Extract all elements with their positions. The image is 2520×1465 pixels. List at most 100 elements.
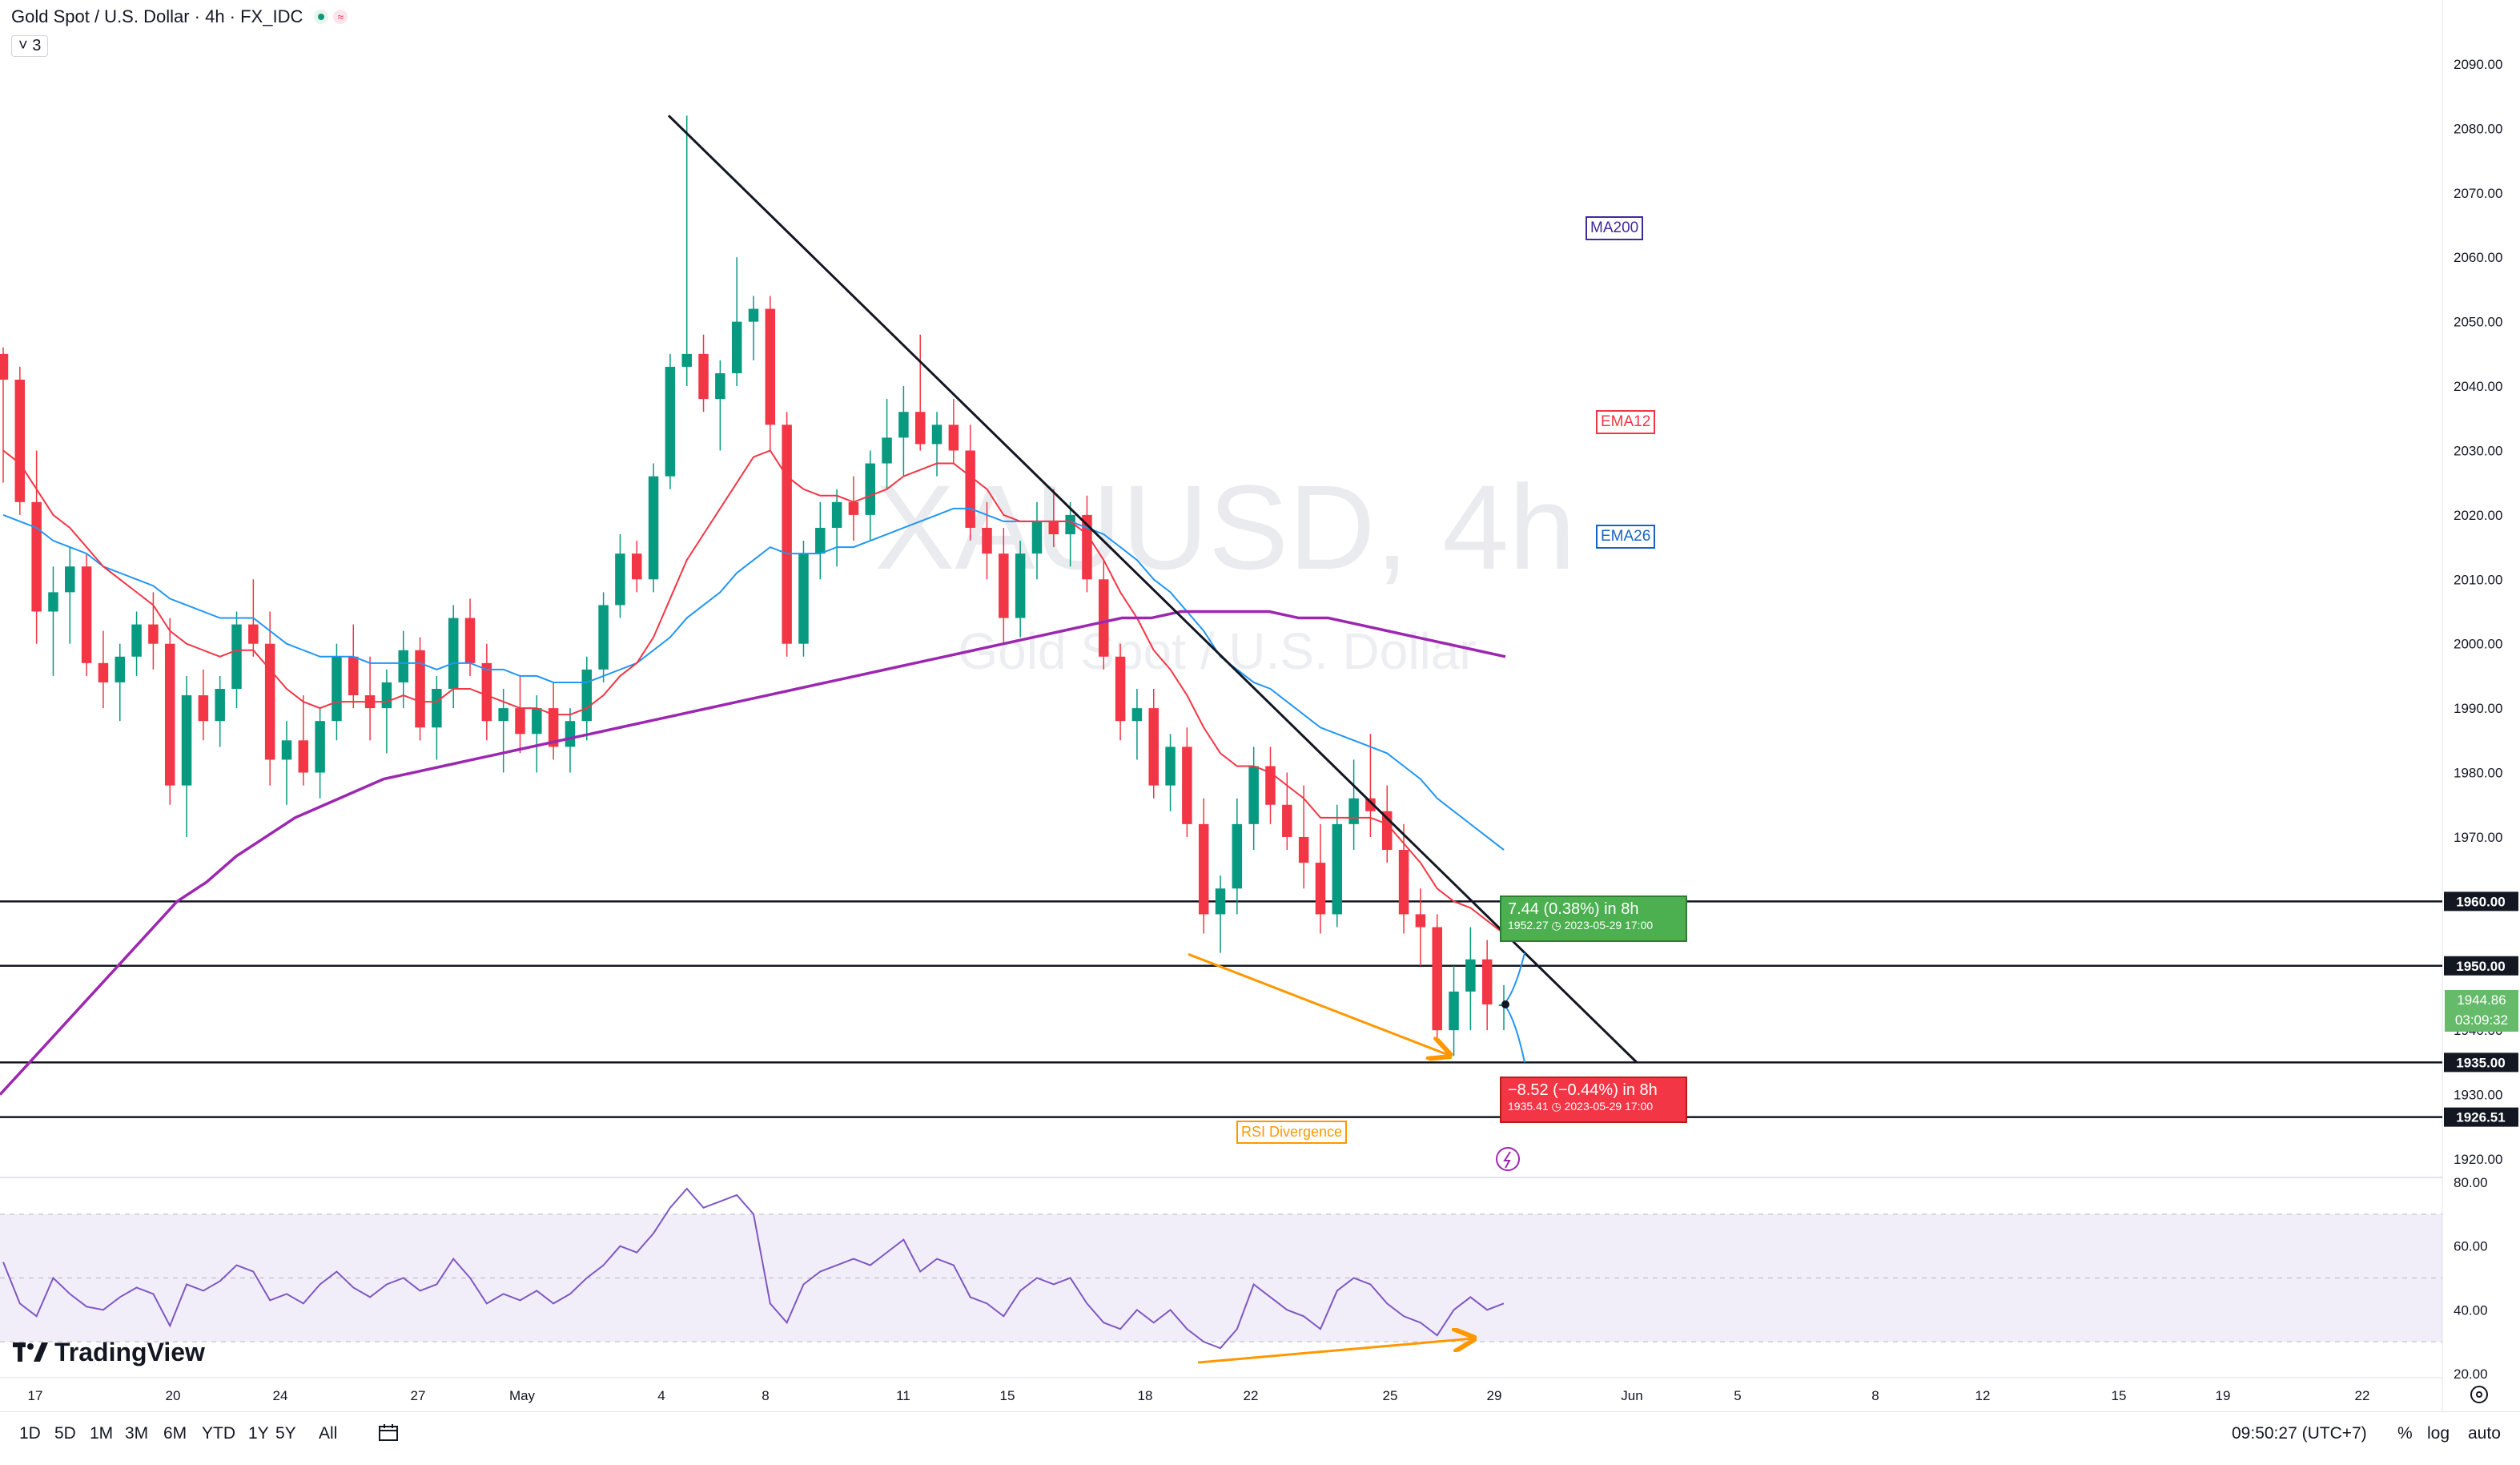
price-tick-label: 1990.00 xyxy=(2454,701,2502,716)
candle-body xyxy=(1432,927,1442,1031)
candle-body xyxy=(965,450,975,528)
timeframe-6m[interactable]: 6M xyxy=(163,1424,187,1443)
candle-body xyxy=(1165,747,1176,786)
candle-body xyxy=(464,618,476,663)
candle-body xyxy=(1131,708,1143,722)
candle-body xyxy=(1248,766,1259,824)
candle-body xyxy=(148,624,159,644)
candle xyxy=(1215,875,1226,953)
rsi-tick-label: 20.00 xyxy=(2454,1366,2488,1382)
candle xyxy=(1282,772,1292,851)
timeframe-ytd[interactable]: YTD xyxy=(202,1424,235,1443)
level-tag-label: 1950.00 xyxy=(2456,959,2505,974)
tradingview-brand: TradingView xyxy=(54,1338,205,1366)
candle xyxy=(914,334,926,451)
candle xyxy=(848,476,859,541)
rsi-line xyxy=(2,1187,1505,1350)
candle xyxy=(1248,747,1259,851)
level-tag xyxy=(2444,1052,2518,1073)
level-tag xyxy=(2444,891,2518,912)
timeframe-3m[interactable]: 3M xyxy=(125,1424,149,1443)
tradingview-logo[interactable]: TradingView xyxy=(13,1338,205,1367)
candle-body xyxy=(1398,850,1409,915)
timeframe-1m[interactable]: 1M xyxy=(90,1424,114,1443)
timeframe-all[interactable]: All xyxy=(319,1424,338,1443)
candle-body xyxy=(898,412,909,438)
candle xyxy=(731,257,742,387)
settings-icon[interactable] xyxy=(2470,1386,2488,1403)
candle-body xyxy=(1265,766,1276,805)
ema12-label[interactable]: EMA12 xyxy=(1596,410,1656,434)
forecast-down-box[interactable]: −8.52 (−0.44%) in 8h 1935.41 ◷ 2023-05-2… xyxy=(1500,1077,1687,1123)
candle-body xyxy=(131,624,142,657)
candle xyxy=(1048,489,1059,548)
time-tick-label: 17 xyxy=(28,1388,43,1403)
candle xyxy=(615,534,625,618)
candle-body xyxy=(999,553,1009,618)
candle-body xyxy=(698,353,709,400)
compare-icon[interactable] xyxy=(378,1424,399,1447)
candle xyxy=(181,675,192,837)
rsi-divergence-label[interactable]: RSI Divergence xyxy=(1236,1121,1348,1144)
candle-body xyxy=(181,695,192,786)
ema26-label[interactable]: EMA26 xyxy=(1596,525,1656,549)
candle-body xyxy=(1481,959,1493,1005)
candle-body xyxy=(731,321,742,373)
timeframe-1d[interactable]: 1D xyxy=(19,1424,41,1443)
time-tick-label: 19 xyxy=(2216,1388,2231,1403)
market-open-icon xyxy=(314,10,329,24)
candle xyxy=(1131,688,1143,760)
candle-body xyxy=(381,682,392,709)
candle xyxy=(815,501,826,580)
candle-body xyxy=(1065,514,1075,535)
candle-body xyxy=(398,650,408,682)
candle-body xyxy=(332,656,342,722)
forecast-up-box[interactable]: 7.44 (0.38%) in 8h 1952.27 ◷ 2023-05-29 … xyxy=(1500,896,1687,942)
clock-display[interactable]: 09:50:27 (UTC+7) xyxy=(2232,1424,2367,1443)
candle xyxy=(1465,927,1476,1031)
candle-body xyxy=(1232,823,1243,889)
time-tick-label: 15 xyxy=(1000,1388,1015,1403)
time-tick-label: 15 xyxy=(2112,1388,2127,1403)
time-tick-label: 8 xyxy=(762,1388,769,1403)
candle-body xyxy=(98,662,109,682)
log-toggle[interactable]: log xyxy=(2427,1424,2450,1443)
candle xyxy=(1082,495,1092,593)
candle-body xyxy=(81,566,92,663)
candle xyxy=(782,412,792,657)
candle-body xyxy=(1332,823,1343,915)
indicator-count-toggle[interactable]: ˅ 3 xyxy=(11,35,49,57)
candle-body xyxy=(298,740,309,773)
candle xyxy=(665,353,676,489)
candle-body xyxy=(1415,914,1426,928)
candle xyxy=(1232,798,1243,915)
candle-body xyxy=(115,656,126,682)
timeframe-1y[interactable]: 1Y xyxy=(248,1424,269,1443)
event-icon xyxy=(1496,1147,1520,1171)
candle xyxy=(298,695,309,786)
time-tick-label: 29 xyxy=(1487,1388,1502,1403)
symbol-title[interactable]: Gold Spot / U.S. Dollar · 4h · FX_IDC xyxy=(11,6,303,26)
candle-body xyxy=(865,463,876,515)
price-tick-label: 1970.00 xyxy=(2454,830,2502,845)
time-tick-label: 5 xyxy=(1734,1388,1741,1403)
candle xyxy=(631,541,642,593)
market-status[interactable]: ≈ xyxy=(314,10,348,24)
candle xyxy=(215,675,225,747)
timeframe-5y[interactable]: 5Y xyxy=(275,1424,296,1443)
candle xyxy=(999,527,1009,644)
percent-toggle[interactable]: % xyxy=(2397,1424,2413,1443)
candle xyxy=(1481,940,1493,1031)
candle xyxy=(548,682,559,760)
candle xyxy=(1265,747,1276,824)
candle-body xyxy=(1115,656,1126,722)
candle-body xyxy=(948,425,959,451)
price-tick-label: 2040.00 xyxy=(2454,379,2502,394)
rsi-tick-label: 60.00 xyxy=(2454,1239,2488,1254)
candle-body xyxy=(1031,521,1043,554)
auto-toggle[interactable]: auto xyxy=(2468,1424,2501,1443)
timeframe-5d[interactable]: 5D xyxy=(54,1424,76,1443)
ma200-label[interactable]: MA200 xyxy=(1586,216,1644,240)
rsi-divergence-arrow xyxy=(1197,1338,1472,1364)
